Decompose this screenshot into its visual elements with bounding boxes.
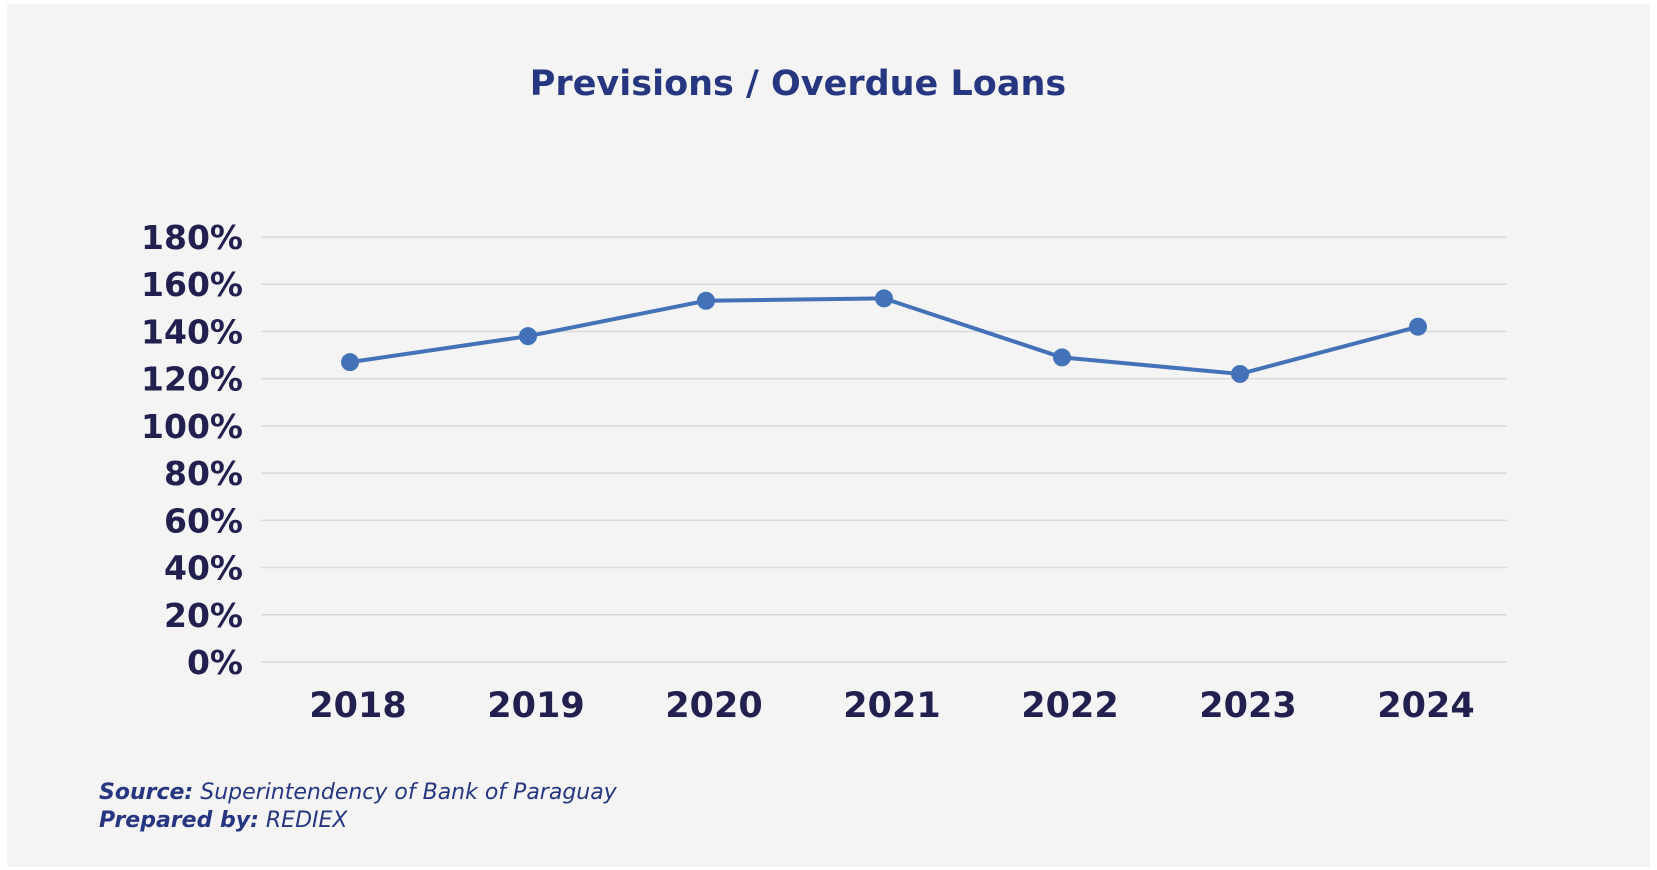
x-tick-label: 2022 xyxy=(1021,686,1118,726)
source-label: Source: xyxy=(99,780,194,805)
y-tick-label: 60% xyxy=(164,501,243,540)
chart-panel xyxy=(7,4,1650,867)
x-tick-label: 2020 xyxy=(665,686,762,726)
series-line xyxy=(349,296,1419,376)
source-note: Source: Superintendency of Bank of Parag… xyxy=(99,780,617,805)
data-point xyxy=(519,327,537,346)
chart-title: Previsions / Overdue Loans xyxy=(529,64,1067,104)
x-axis: 2018 2019 2020 2021 2022 2023 2024 xyxy=(309,686,1474,726)
prepared-note: Prepared by: REDIEX xyxy=(99,808,347,833)
x-tick-label: 2019 xyxy=(487,686,584,726)
grid-lines xyxy=(261,236,1507,663)
y-tick-label: 120% xyxy=(141,360,243,399)
data-point xyxy=(697,291,715,310)
source-text: Superintendency of Bank of Paraguay xyxy=(200,780,617,805)
data-point xyxy=(1053,348,1071,367)
data-point xyxy=(1409,317,1427,336)
data-point xyxy=(341,353,359,372)
y-tick-label: 20% xyxy=(164,596,243,635)
series-group xyxy=(341,289,1427,383)
y-tick-label: 100% xyxy=(141,407,243,446)
prepared-text: REDIEX xyxy=(265,808,348,833)
y-axis: 0% 20% 40% 60% 80% 100% 120% 140% 160% 180% xyxy=(141,218,243,682)
y-tick-label: 80% xyxy=(164,454,243,493)
y-tick-label: 180% xyxy=(141,218,243,257)
x-tick-label: 2021 xyxy=(843,686,940,726)
y-tick-label: 160% xyxy=(141,265,243,304)
y-tick-label: 0% xyxy=(187,643,243,682)
data-point xyxy=(1231,364,1249,383)
y-tick-label: 140% xyxy=(141,312,243,351)
y-tick-label: 40% xyxy=(164,549,243,588)
prepared-label: Prepared by: xyxy=(99,808,259,833)
x-tick-label: 2023 xyxy=(1199,686,1296,726)
x-tick-label: 2018 xyxy=(309,686,406,726)
data-point xyxy=(875,289,893,308)
x-tick-label: 2024 xyxy=(1377,686,1474,726)
